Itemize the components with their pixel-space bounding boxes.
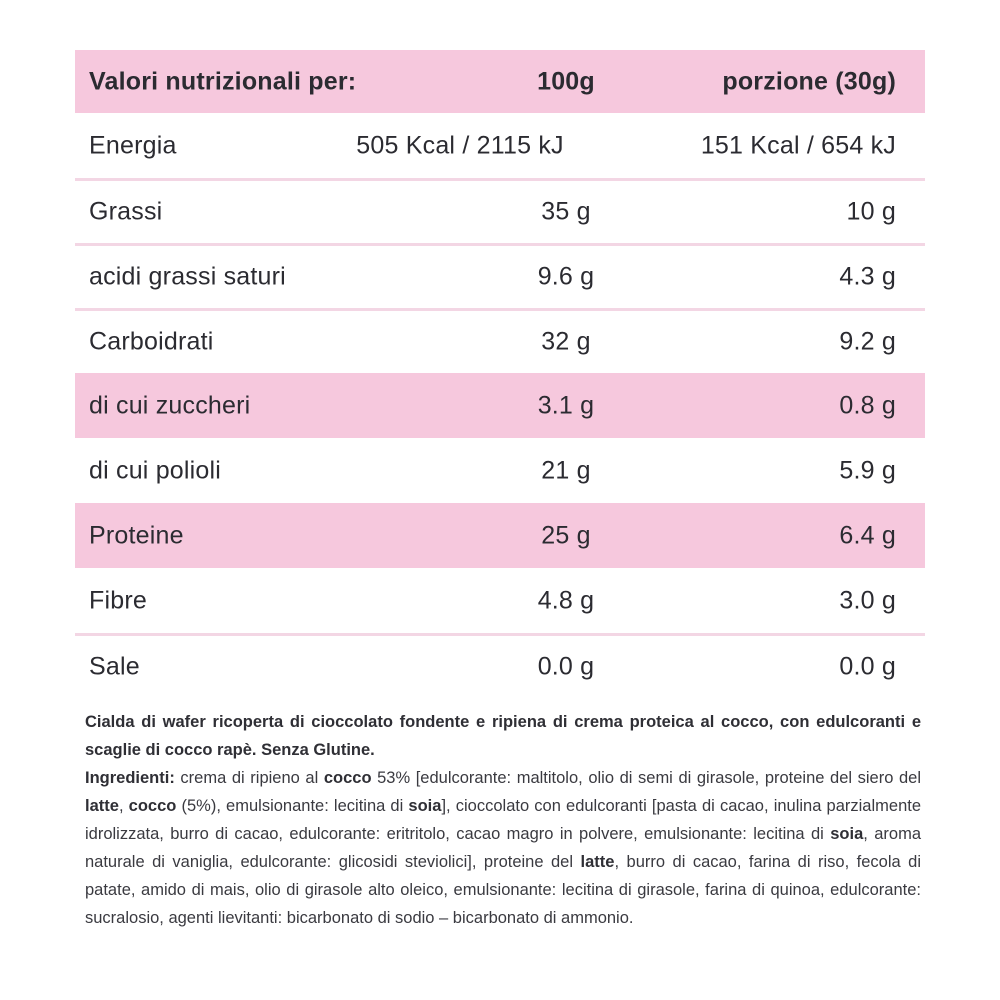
product-description: Cialda di wafer ricoperta di cioccolato …: [85, 708, 921, 764]
table-body: Energia 505 Kcal / 2115 kJ 151 Kcal / 654 …: [75, 113, 925, 698]
row-label: Grassi: [89, 197, 163, 226]
allergen-or-heading: latte: [85, 797, 119, 815]
row-label: Sale: [89, 652, 140, 681]
value-per-portion: 6.4 g: [839, 521, 896, 549]
text-segment: (5%), emulsionante: lecitina di: [176, 797, 409, 815]
allergen-or-heading: soia: [830, 825, 864, 843]
value-per-portion: 4.3 g: [839, 262, 896, 291]
allergen-or-heading: latte: [580, 853, 615, 871]
row-label: Fibre: [89, 586, 147, 614]
text-segment: ], cioccolato con edulcoranti [pasta di …: [85, 797, 922, 843]
table-row: Grassi 35 g 10 g: [75, 178, 925, 243]
value-per-100g: 9.6 g: [537, 262, 595, 291]
value-per-portion: 9.2 g: [839, 327, 896, 356]
row-label: Proteine: [89, 521, 184, 549]
text-segment: , aroma naturale di vaniglia, edulcorant…: [85, 825, 922, 871]
header-values-per: Valori nutrizionali per:: [89, 67, 357, 95]
value-per-portion: 3.0 g: [839, 586, 896, 614]
row-label: di cui zuccheri: [89, 391, 251, 419]
value-per-100g: 0.0 g: [537, 652, 595, 681]
row-label: Carboidrati: [89, 327, 214, 356]
text-segment: 53% [edulcorante: maltitolo, olio di sem…: [371, 769, 922, 787]
table-row: Energia 505 Kcal / 2115 kJ 151 Kcal / 654 …: [75, 113, 925, 178]
value-per-100g: 4.8 g: [537, 586, 595, 614]
value-per-portion: 151 Kcal / 654 kJ: [700, 131, 896, 159]
header-portion: porzione (30g): [722, 67, 896, 95]
header-100g: 100g: [537, 67, 595, 95]
value-per-100g: 21 g: [541, 456, 591, 484]
ingredients-paragraph: Ingredienti: crema di ripieno al cocco 5…: [85, 764, 921, 932]
table-header-row: Valori nutrizionali per: 100g porzione (…: [75, 50, 925, 113]
value-per-100g: 32 g: [541, 327, 591, 356]
table-row: Fibre 4.8 g 3.0 g: [75, 568, 925, 633]
value-per-100g: 3.1 g: [537, 391, 595, 419]
value-per-100g: 505 Kcal / 2115 kJ: [356, 131, 564, 159]
value-per-portion: 10 g: [846, 197, 896, 226]
allergen-or-heading: cocco: [128, 797, 177, 815]
table-row: Proteine 25 g 6.4 g: [75, 503, 925, 568]
text-segment: crema di ripieno al: [174, 769, 324, 787]
value-per-portion: 0.0 g: [839, 652, 896, 681]
value-per-100g: 35 g: [541, 197, 591, 226]
row-label: Energia: [89, 131, 177, 159]
value-per-portion: 5.9 g: [839, 456, 896, 484]
row-label: di cui polioli: [89, 456, 222, 484]
table-row: Carboidrati 32 g 9.2 g: [75, 308, 925, 373]
value-per-portion: 0.8 g: [839, 391, 896, 419]
table-row: Sale 0.0 g 0.0 g: [75, 633, 925, 698]
nutrition-label: Valori nutrizionali per: 100g porzione (…: [75, 50, 925, 932]
nutrition-table: Valori nutrizionali per: 100g porzione (…: [75, 50, 925, 698]
allergen-or-heading: Ingredienti:: [85, 769, 175, 787]
table-row: acidi grassi saturi 9.6 g 4.3 g: [75, 243, 925, 308]
bold-text: Cialda di wafer ricoperta di cioccolato …: [85, 713, 921, 759]
allergen-or-heading: cocco: [323, 769, 372, 787]
text-segment: , burro di cacao, farina di riso, fecola…: [85, 853, 921, 927]
table-row: di cui zuccheri 3.1 g 0.8 g: [75, 373, 925, 438]
allergen-or-heading: soia: [408, 797, 442, 815]
text-segment: ,: [118, 797, 129, 815]
value-per-100g: 25 g: [541, 521, 591, 549]
row-label: acidi grassi saturi: [89, 262, 286, 291]
table-row: di cui polioli 21 g 5.9 g: [75, 438, 925, 503]
label-text: Cialda di wafer ricoperta di cioccolato …: [75, 708, 925, 932]
